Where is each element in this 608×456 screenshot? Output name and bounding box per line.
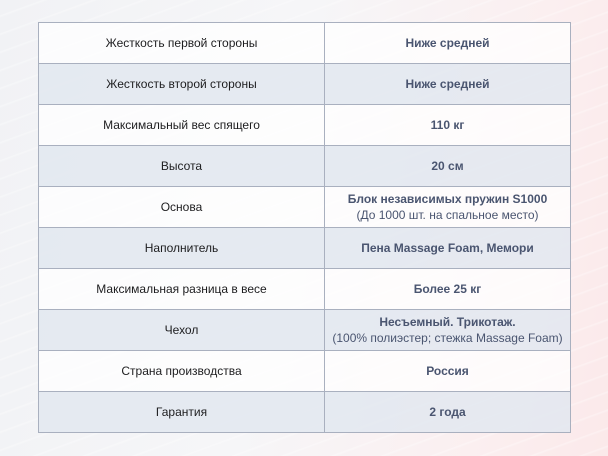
table-row: Основа Блок независимых пружин S1000 (До 1…: [38, 186, 571, 228]
spec-label: Наполнитель: [38, 227, 325, 269]
spec-value-cell: 20 см: [324, 145, 571, 187]
spec-label: Гарантия: [38, 391, 325, 433]
spec-value-cell: Ниже средней: [324, 63, 571, 105]
spec-value-cell: Блок независимых пружин S1000 (До 1000 шт…: [324, 186, 571, 228]
spec-value-cell: Ниже средней: [324, 22, 571, 64]
table-row: Чехол Несъемный. Трикотаж. (100% полиэстер…: [38, 309, 571, 351]
spec-value: Несъемный. Трикотаж.: [379, 315, 516, 329]
spec-label: Высота: [38, 145, 325, 187]
spec-label: Максимальная разница в весе: [38, 268, 325, 310]
spec-value-cell: Несъемный. Трикотаж. (100% полиэстер; сте…: [324, 309, 571, 351]
table-row: Максимальная разница в весе Более 25 кг: [38, 268, 571, 310]
spec-value: Блок независимых пружин S1000: [347, 192, 548, 206]
table-row: Максимальный вес спящего 110 кг: [38, 104, 571, 146]
spec-label: Чехол: [38, 309, 325, 351]
table-row: Наполнитель Пена Massage Foam, Мемори: [38, 227, 571, 269]
spec-label: Жесткость первой стороны: [38, 22, 325, 64]
table-row: Жесткость первой стороны Ниже средней: [38, 22, 571, 64]
spec-value-cell: Пена Massage Foam, Мемори: [324, 227, 571, 269]
spec-value: Ниже средней: [405, 77, 490, 91]
spec-value: Ниже средней: [405, 36, 490, 50]
specs-table: Жесткость первой стороны Ниже средней Жест…: [38, 22, 571, 433]
spec-value-cell: 110 кг: [324, 104, 571, 146]
table-row: Гарантия 2 года: [38, 391, 571, 433]
spec-value: Более 25 кг: [413, 282, 482, 296]
table-row: Жесткость второй стороны Ниже средней: [38, 63, 571, 105]
spec-label: Основа: [38, 186, 325, 228]
spec-label: Жесткость второй стороны: [38, 63, 325, 105]
spec-label: Страна производства: [38, 350, 325, 392]
spec-note: (100% полиэстер; стежка Massage Foam): [332, 331, 563, 345]
spec-value: 110 кг: [430, 118, 465, 132]
spec-value-cell: Россия: [324, 350, 571, 392]
spec-value: 20 см: [431, 159, 464, 173]
spec-value: 2 года: [429, 405, 466, 419]
spec-label: Максимальный вес спящего: [38, 104, 325, 146]
table-row: Страна производства Россия: [38, 350, 571, 392]
spec-value-cell: 2 года: [324, 391, 571, 433]
spec-value: Пена Massage Foam, Мемори: [361, 241, 534, 255]
spec-note: (До 1000 шт. на спальное место): [356, 208, 539, 222]
spec-value: Россия: [426, 364, 469, 378]
table-row: Высота 20 см: [38, 145, 571, 187]
spec-value-cell: Более 25 кг: [324, 268, 571, 310]
